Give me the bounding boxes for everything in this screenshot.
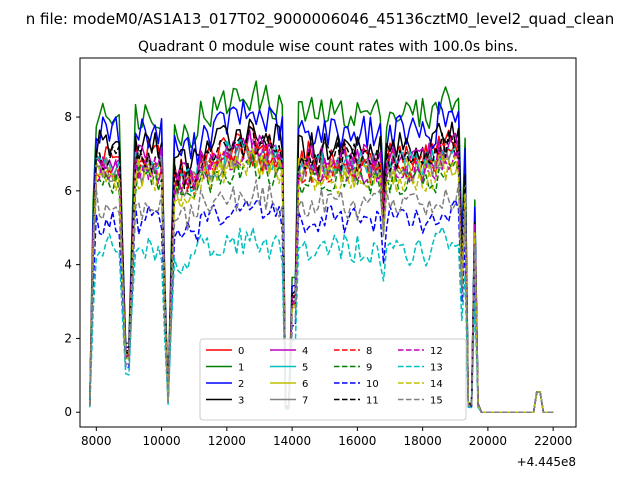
figure-suptitle: n file: modeM0/AS1A13_017T02_9000006046_… (26, 10, 615, 29)
series-line-15 (89, 179, 554, 413)
legend-label-5: 5 (302, 363, 308, 374)
legend-label-7: 7 (302, 396, 308, 407)
series-line-10 (89, 198, 554, 413)
legend-label-10: 10 (366, 379, 379, 390)
x-tick-label: 8000 (81, 434, 112, 448)
x-tick-label: 18000 (404, 434, 442, 448)
x-tick-label: 10000 (142, 434, 180, 448)
y-axis: 0 2 4 6 8 (64, 110, 80, 419)
legend-label-3: 3 (238, 396, 244, 407)
plot-frame (79, 57, 577, 428)
y-tick-label: 2 (64, 331, 72, 345)
legend-label-1: 1 (238, 363, 244, 374)
x-tick-label: 14000 (273, 434, 311, 448)
legend-label-12: 12 (430, 346, 443, 357)
legend-label-6: 6 (302, 379, 308, 390)
legend-label-14: 14 (430, 379, 443, 390)
legend-label-4: 4 (302, 346, 308, 357)
x-tick-label: 16000 (338, 434, 376, 448)
legend-label-0: 0 (238, 346, 244, 357)
legend-label-9: 9 (366, 363, 372, 374)
x-axis: 8000 10000 12000 14000 16000 18000 20000 22000 (81, 427, 572, 448)
y-tick-label: 0 (64, 405, 72, 419)
legend-label-11: 11 (366, 396, 379, 407)
y-tick-label: 6 (64, 184, 72, 198)
y-tick-label: 8 (64, 110, 72, 124)
x-tick-label: 22000 (534, 434, 572, 448)
legend-label-8: 8 (366, 346, 372, 357)
legend-label-13: 13 (430, 363, 443, 374)
y-tick-label: 4 (64, 258, 72, 272)
x-tick-label: 20000 (469, 434, 507, 448)
series-layer (89, 80, 554, 413)
x-offset-label: +4.445e8 (517, 455, 576, 469)
x-tick-label: 12000 (208, 434, 246, 448)
legend-label-2: 2 (238, 379, 244, 390)
chart-title: Quadrant 0 module wise count rates with … (138, 39, 518, 55)
legend-label-15: 15 (430, 396, 443, 407)
